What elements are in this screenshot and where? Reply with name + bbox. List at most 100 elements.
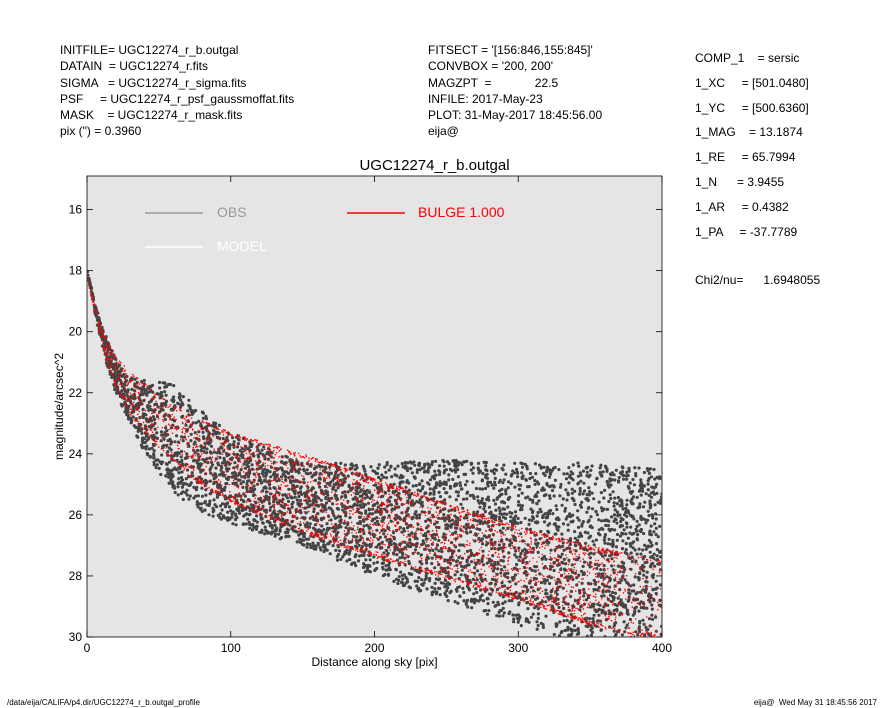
data-point	[260, 500, 264, 504]
data-point	[324, 496, 328, 500]
data-point	[578, 492, 582, 496]
data-point	[618, 513, 622, 517]
data-point	[268, 508, 272, 512]
data-point	[490, 547, 494, 551]
data-point	[302, 535, 306, 539]
data-point	[654, 517, 658, 521]
data-point	[577, 630, 581, 635]
data-point	[581, 492, 585, 496]
data-point	[214, 475, 218, 479]
data-point	[333, 516, 337, 520]
data-point	[225, 452, 229, 456]
data-point	[146, 390, 150, 395]
data-point	[299, 531, 303, 536]
data-point	[545, 481, 549, 486]
data-point	[143, 412, 147, 416]
data-point	[410, 531, 414, 535]
data-point	[410, 461, 414, 465]
data-point	[637, 625, 642, 629]
data-point	[365, 488, 369, 493]
data-point	[542, 566, 546, 570]
data-point	[653, 477, 657, 481]
data-point	[434, 473, 438, 477]
data-point	[562, 600, 566, 604]
data-point	[548, 496, 552, 500]
data-point	[389, 519, 393, 523]
data-point	[269, 455, 273, 459]
data-point	[635, 495, 639, 499]
data-point	[624, 605, 628, 610]
data-point	[454, 545, 458, 549]
data-point	[373, 503, 377, 507]
data-point	[562, 557, 567, 562]
data-point	[590, 491, 594, 495]
data-point	[175, 453, 179, 458]
data-point	[562, 619, 566, 623]
data-point	[559, 555, 563, 559]
data-point	[624, 506, 628, 510]
data-point	[504, 492, 508, 496]
data-point	[381, 574, 385, 578]
data-point	[417, 576, 421, 580]
data-point	[587, 475, 591, 479]
data-point	[135, 402, 140, 406]
data-point	[612, 629, 616, 633]
data-point	[323, 547, 328, 551]
data-point	[497, 543, 501, 547]
data-point	[362, 562, 366, 566]
data-point	[628, 490, 632, 494]
data-point	[493, 480, 497, 484]
data-point	[215, 430, 220, 434]
data-point	[484, 608, 488, 613]
data-point	[631, 546, 635, 550]
data-point	[201, 435, 206, 439]
data-point	[343, 537, 347, 541]
data-point	[428, 576, 432, 581]
data-point	[576, 482, 580, 486]
data-point	[613, 621, 617, 626]
data-point	[265, 472, 269, 476]
data-point	[593, 588, 598, 592]
data-point	[638, 502, 642, 506]
data-point	[211, 432, 215, 436]
data-point	[426, 530, 430, 534]
data-point	[173, 440, 177, 444]
data-point	[535, 620, 539, 624]
data-point	[234, 523, 238, 527]
data-point	[432, 477, 437, 481]
data-point	[143, 440, 147, 445]
data-point	[240, 508, 244, 513]
data-point	[312, 497, 316, 501]
data-point	[648, 599, 652, 603]
data-point	[169, 478, 173, 482]
data-point	[145, 393, 149, 397]
data-point	[538, 572, 542, 576]
data-point	[616, 495, 621, 500]
data-point	[423, 532, 428, 536]
data-point	[185, 452, 189, 456]
data-point	[541, 486, 545, 490]
data-point	[152, 460, 156, 464]
data-point	[393, 467, 397, 471]
data-point	[531, 546, 536, 551]
data-point	[327, 506, 331, 510]
data-point	[154, 466, 158, 470]
data-point	[224, 505, 228, 509]
data-point	[589, 605, 593, 609]
data-point	[142, 378, 146, 383]
data-point	[648, 503, 652, 507]
data-point	[167, 460, 172, 464]
data-point	[612, 596, 616, 600]
data-point	[230, 515, 234, 519]
data-point	[428, 487, 432, 491]
data-point	[459, 487, 463, 491]
data-point	[250, 463, 254, 467]
data-point	[358, 503, 362, 508]
data-point	[557, 525, 561, 529]
data-point	[527, 518, 532, 522]
data-point	[337, 549, 342, 553]
data-point	[187, 497, 191, 501]
data-point	[325, 492, 329, 496]
data-point	[255, 467, 259, 471]
data-point	[152, 437, 156, 442]
